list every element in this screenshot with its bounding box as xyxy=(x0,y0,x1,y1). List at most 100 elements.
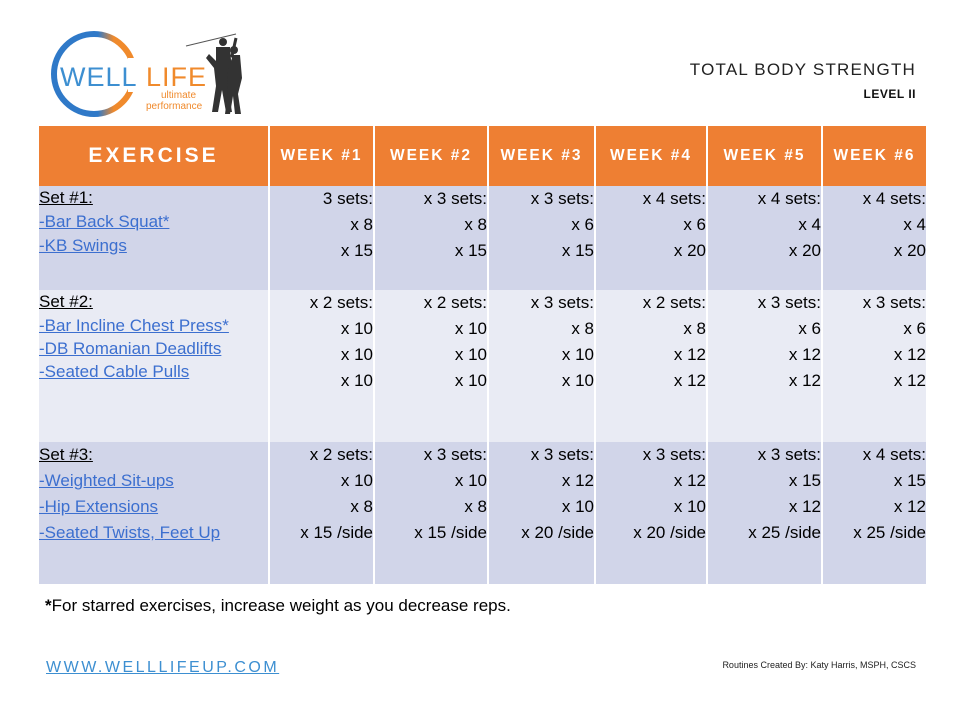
column-header-exercise: EXERCISE xyxy=(39,126,270,186)
exercise-link-bar-incline-chest-press[interactable]: -Bar Incline Chest Press* xyxy=(39,316,229,335)
table-row-set-1: Set #1: -Bar Back Squat* -KB Swings 3 se… xyxy=(39,186,926,290)
logo-word-life: LIFE xyxy=(146,62,208,92)
reps-value: x 8 xyxy=(683,319,706,338)
reps-value: x 8 xyxy=(464,497,487,516)
reps-value: x 10 xyxy=(340,471,373,490)
sets-value: x 2 sets: xyxy=(642,293,706,312)
sets-value: x 4 sets: xyxy=(642,189,706,208)
reps-value: x 6 xyxy=(903,319,926,338)
set-label: Set #1: xyxy=(39,188,93,207)
week-6-cell: x 4 sets: x 15 x 12 x 25 /side xyxy=(822,442,926,584)
logo-ring-icon xyxy=(51,31,148,117)
column-header-week-5: WEEK #5 xyxy=(707,126,823,186)
set-label: Set #3: xyxy=(39,445,93,464)
reps-value: x 12 xyxy=(893,345,926,364)
sets-value: x 3 sets: xyxy=(862,293,926,312)
reps-value: x 15 xyxy=(561,241,594,260)
reps-value: x 15 xyxy=(893,471,926,490)
week-5-cell: x 4 sets: x 4 x 20 xyxy=(707,186,823,290)
reps-value: x 20 xyxy=(673,241,706,260)
logo-tagline-1: ultimate xyxy=(161,90,197,101)
reps-value: x 20 xyxy=(893,241,926,260)
reps-value: x 4 xyxy=(903,215,926,234)
reps-value: x 12 xyxy=(673,371,706,390)
sets-value: x 3 sets: xyxy=(530,445,594,464)
reps-value: x 15 xyxy=(454,241,487,260)
week-4-cell: x 4 sets: x 6 x 20 xyxy=(595,186,708,290)
week-3-cell: x 3 sets: x 6 x 15 xyxy=(488,186,596,290)
sets-value: x 3 sets: xyxy=(642,445,706,464)
routine-table: EXERCISE WEEK #1 WEEK #2 WEEK #3 WEEK #4… xyxy=(39,126,926,584)
reps-value: x 10 xyxy=(340,319,373,338)
sets-value: 3 sets: xyxy=(322,189,373,208)
routine-credit: Routines Created By: Katy Harris, MSPH, … xyxy=(722,660,916,670)
exercise-link-seated-twists[interactable]: -Seated Twists, Feet Up xyxy=(39,523,221,542)
table-row-set-2: Set #2: -Bar Incline Chest Press* -DB Ro… xyxy=(39,290,926,442)
reps-value: x 10 xyxy=(673,497,706,516)
reps-value: x 8 xyxy=(571,319,594,338)
sets-value: x 4 sets: xyxy=(757,189,821,208)
reps-value: x 12 xyxy=(561,471,594,490)
week-5-cell: x 3 sets: x 15 x 12 x 25 /side xyxy=(707,442,823,584)
week-1-cell: x 2 sets: x 10 x 8 x 15 /side xyxy=(269,442,375,584)
exercise-cell: Set #3: -Weighted Sit-ups -Hip Extension… xyxy=(39,442,270,584)
website-link[interactable]: WWW.WELLLIFEUP.COM xyxy=(46,659,280,676)
reps-value: x 8 xyxy=(350,497,373,516)
sets-value: x 2 sets: xyxy=(423,293,487,312)
reps-value: x 10 xyxy=(340,345,373,364)
reps-value: x 10 xyxy=(454,471,487,490)
sets-value: x 2 sets: xyxy=(309,445,373,464)
week-3-cell: x 3 sets: x 12 x 10 x 20 /side xyxy=(488,442,596,584)
table-row-set-3: Set #3: -Weighted Sit-ups -Hip Extension… xyxy=(39,442,926,584)
week-6-cell: x 4 sets: x 4 x 20 xyxy=(822,186,926,290)
reps-value: x 10 xyxy=(340,371,373,390)
column-header-week-1: WEEK #1 xyxy=(269,126,375,186)
week-5-cell: x 3 sets: x 6 x 12 x 12 xyxy=(707,290,823,442)
reps-value: x 10 xyxy=(454,319,487,338)
sets-value: x 3 sets: xyxy=(757,445,821,464)
reps-value: x 25 /side xyxy=(748,523,821,542)
reps-value: x 10 xyxy=(561,497,594,516)
reps-value: x 10 xyxy=(561,345,594,364)
exercise-cell: Set #2: -Bar Incline Chest Press* -DB Ro… xyxy=(39,290,270,442)
note-star: * xyxy=(45,596,52,615)
logo-tagline-2: performance xyxy=(146,101,203,112)
exercise-link-db-romanian-deadlifts[interactable]: -DB Romanian Deadlifts xyxy=(39,339,222,358)
reps-value: x 4 xyxy=(798,215,821,234)
athletes-silhouette-icon xyxy=(185,33,242,114)
reps-value: x 12 xyxy=(673,471,706,490)
exercise-link-seated-cable-pulls[interactable]: -Seated Cable Pulls xyxy=(39,362,190,381)
week-4-cell: x 3 sets: x 12 x 10 x 20 /side xyxy=(595,442,708,584)
reps-value: x 8 xyxy=(464,215,487,234)
reps-value: x 12 xyxy=(893,371,926,390)
reps-value: x 10 xyxy=(454,345,487,364)
reps-value: x 12 xyxy=(788,345,821,364)
column-header-week-3: WEEK #3 xyxy=(488,126,596,186)
document-level: LEVEL II xyxy=(863,87,916,101)
sets-value: x 4 sets: xyxy=(862,189,926,208)
wellife-logo: WELL LIFE ultimate performance xyxy=(46,28,246,120)
reps-value: x 15 xyxy=(340,241,373,260)
week-4-cell: x 2 sets: x 8 x 12 x 12 xyxy=(595,290,708,442)
week-2-cell: x 3 sets: x 10 x 8 x 15 /side xyxy=(374,442,489,584)
reps-value: x 15 /side xyxy=(300,523,373,542)
reps-value: x 25 /side xyxy=(853,523,926,542)
sets-value: x 2 sets: xyxy=(309,293,373,312)
sets-value: x 3 sets: xyxy=(530,293,594,312)
week-1-cell: x 2 sets: x 10 x 10 x 10 xyxy=(269,290,375,442)
reps-value: x 20 /side xyxy=(521,523,594,542)
exercise-link-weighted-sit-ups[interactable]: -Weighted Sit-ups xyxy=(39,471,174,490)
reps-value: x 20 xyxy=(788,241,821,260)
sets-value: x 3 sets: xyxy=(757,293,821,312)
sets-value: x 3 sets: xyxy=(423,445,487,464)
exercise-link-bar-back-squat[interactable]: -Bar Back Squat* xyxy=(39,212,170,231)
sets-value: x 4 sets: xyxy=(862,445,926,464)
reps-value: x 6 xyxy=(798,319,821,338)
exercise-link-hip-extensions[interactable]: -Hip Extensions xyxy=(39,497,159,516)
reps-value: x 6 xyxy=(683,215,706,234)
exercise-link-kb-swings[interactable]: -KB Swings xyxy=(39,235,127,255)
reps-value: x 12 xyxy=(893,497,926,516)
logo-word-well: WELL xyxy=(60,62,138,92)
week-6-cell: x 3 sets: x 6 x 12 x 12 xyxy=(822,290,926,442)
reps-value: x 6 xyxy=(571,215,594,234)
